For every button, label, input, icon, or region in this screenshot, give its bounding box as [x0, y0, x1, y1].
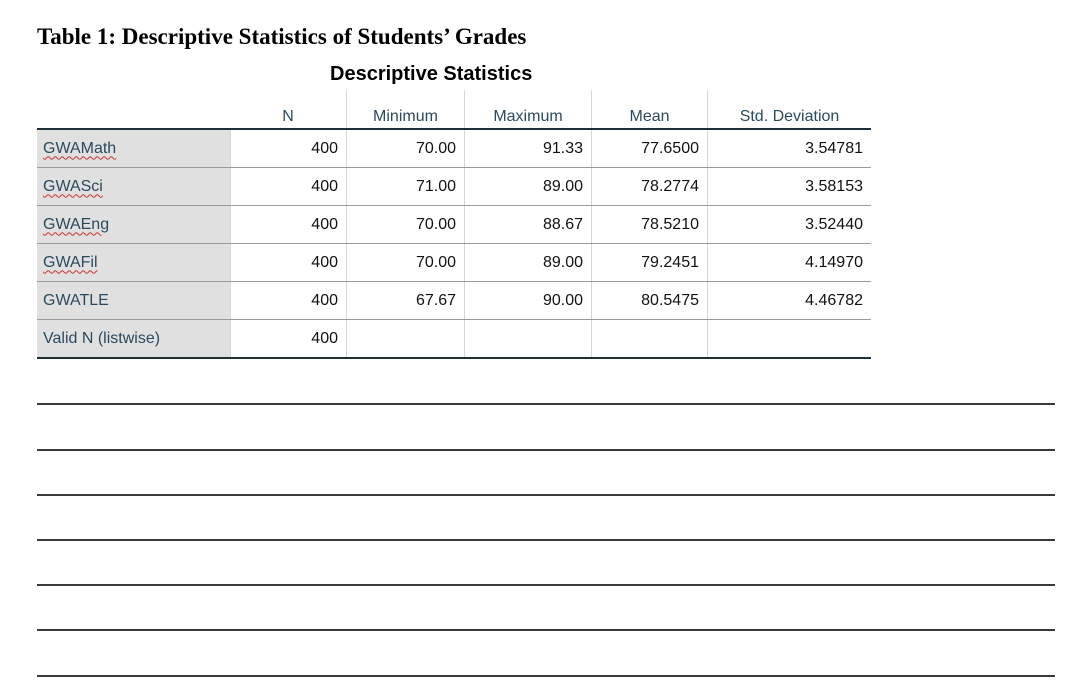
blank-answer-line — [37, 494, 1055, 496]
cell-maximum — [464, 319, 592, 359]
row-label-text: GWATLE — [43, 291, 109, 309]
column-header-minimum: Minimum — [346, 90, 465, 130]
cell-maximum: 89.00 — [464, 167, 592, 206]
cell-std-deviation: 3.52440 — [707, 205, 871, 244]
row-label: GWAMath — [37, 129, 230, 168]
row-label: GWATLE — [37, 281, 230, 320]
cell-minimum — [346, 319, 465, 359]
cell-mean: 78.2774 — [591, 167, 708, 206]
descriptive-statistics-table: N Minimum Maximum Mean Std. Deviation GW… — [37, 90, 871, 359]
cell-n: 400 — [229, 205, 347, 244]
cell-std-deviation — [707, 319, 871, 359]
row-label-text: GWAEng — [43, 215, 110, 233]
table-row: GWAFil 400 70.00 89.00 79.2451 4.14970 — [37, 243, 871, 282]
blank-answer-line — [37, 449, 1055, 451]
cell-minimum: 70.00 — [346, 205, 465, 244]
column-header-mean: Mean — [591, 90, 708, 130]
column-header-std-deviation: Std. Deviation — [707, 90, 871, 130]
row-label-text: Valid N (listwise) — [43, 329, 161, 347]
cell-std-deviation: 3.58153 — [707, 167, 871, 206]
row-label: GWAEng — [37, 205, 230, 244]
cell-mean: 80.5475 — [591, 281, 708, 320]
cell-n: 400 — [229, 243, 347, 282]
cell-mean: 77.6500 — [591, 129, 708, 168]
cell-std-deviation: 3.54781 — [707, 129, 871, 168]
blank-answer-line — [37, 584, 1055, 586]
cell-std-deviation: 4.46782 — [707, 281, 871, 320]
column-header-maximum: Maximum — [464, 90, 592, 130]
cell-maximum: 89.00 — [464, 243, 592, 282]
table-title: Descriptive Statistics — [330, 63, 533, 85]
table-row: GWASci 400 71.00 89.00 78.2774 3.58153 — [37, 167, 871, 206]
table-row: GWATLE 400 67.67 90.00 80.5475 4.46782 — [37, 281, 871, 320]
row-label-text: GWASci — [43, 177, 103, 195]
row-label-text: GWAMath — [43, 139, 117, 157]
row-label: GWASci — [37, 167, 230, 206]
cell-mean: 79.2451 — [591, 243, 708, 282]
row-label: Valid N (listwise) — [37, 319, 230, 359]
table-row-valid-n: Valid N (listwise) 400 — [37, 319, 871, 359]
cell-mean: 78.5210 — [591, 205, 708, 244]
table-row: GWAEng 400 70.00 88.67 78.5210 3.52440 — [37, 205, 871, 244]
table-row: GWAMath 400 70.00 91.33 77.6500 3.54781 — [37, 129, 871, 168]
cell-std-deviation: 4.14970 — [707, 243, 871, 282]
cell-minimum: 67.67 — [346, 281, 465, 320]
cell-n: 400 — [229, 319, 347, 359]
cell-maximum: 91.33 — [464, 129, 592, 168]
table-header-row: N Minimum Maximum Mean Std. Deviation — [37, 90, 871, 130]
blank-answer-line — [37, 403, 1055, 405]
column-header-n: N — [230, 90, 347, 130]
cell-n: 400 — [229, 129, 347, 168]
cell-mean — [591, 319, 708, 359]
cell-maximum: 88.67 — [464, 205, 592, 244]
cell-minimum: 70.00 — [346, 243, 465, 282]
blank-answer-line — [37, 539, 1055, 541]
cell-maximum: 90.00 — [464, 281, 592, 320]
cell-minimum: 70.00 — [346, 129, 465, 168]
cell-minimum: 71.00 — [346, 167, 465, 206]
row-label: GWAFil — [37, 243, 230, 282]
blank-answer-line — [37, 675, 1055, 677]
document-caption: Table 1: Descriptive Statistics of Stude… — [37, 24, 527, 49]
cell-n: 400 — [229, 167, 347, 206]
cell-n: 400 — [229, 281, 347, 320]
column-header-variable — [37, 90, 230, 130]
blank-answer-line — [37, 629, 1055, 631]
row-label-text: GWAFil — [43, 253, 98, 271]
